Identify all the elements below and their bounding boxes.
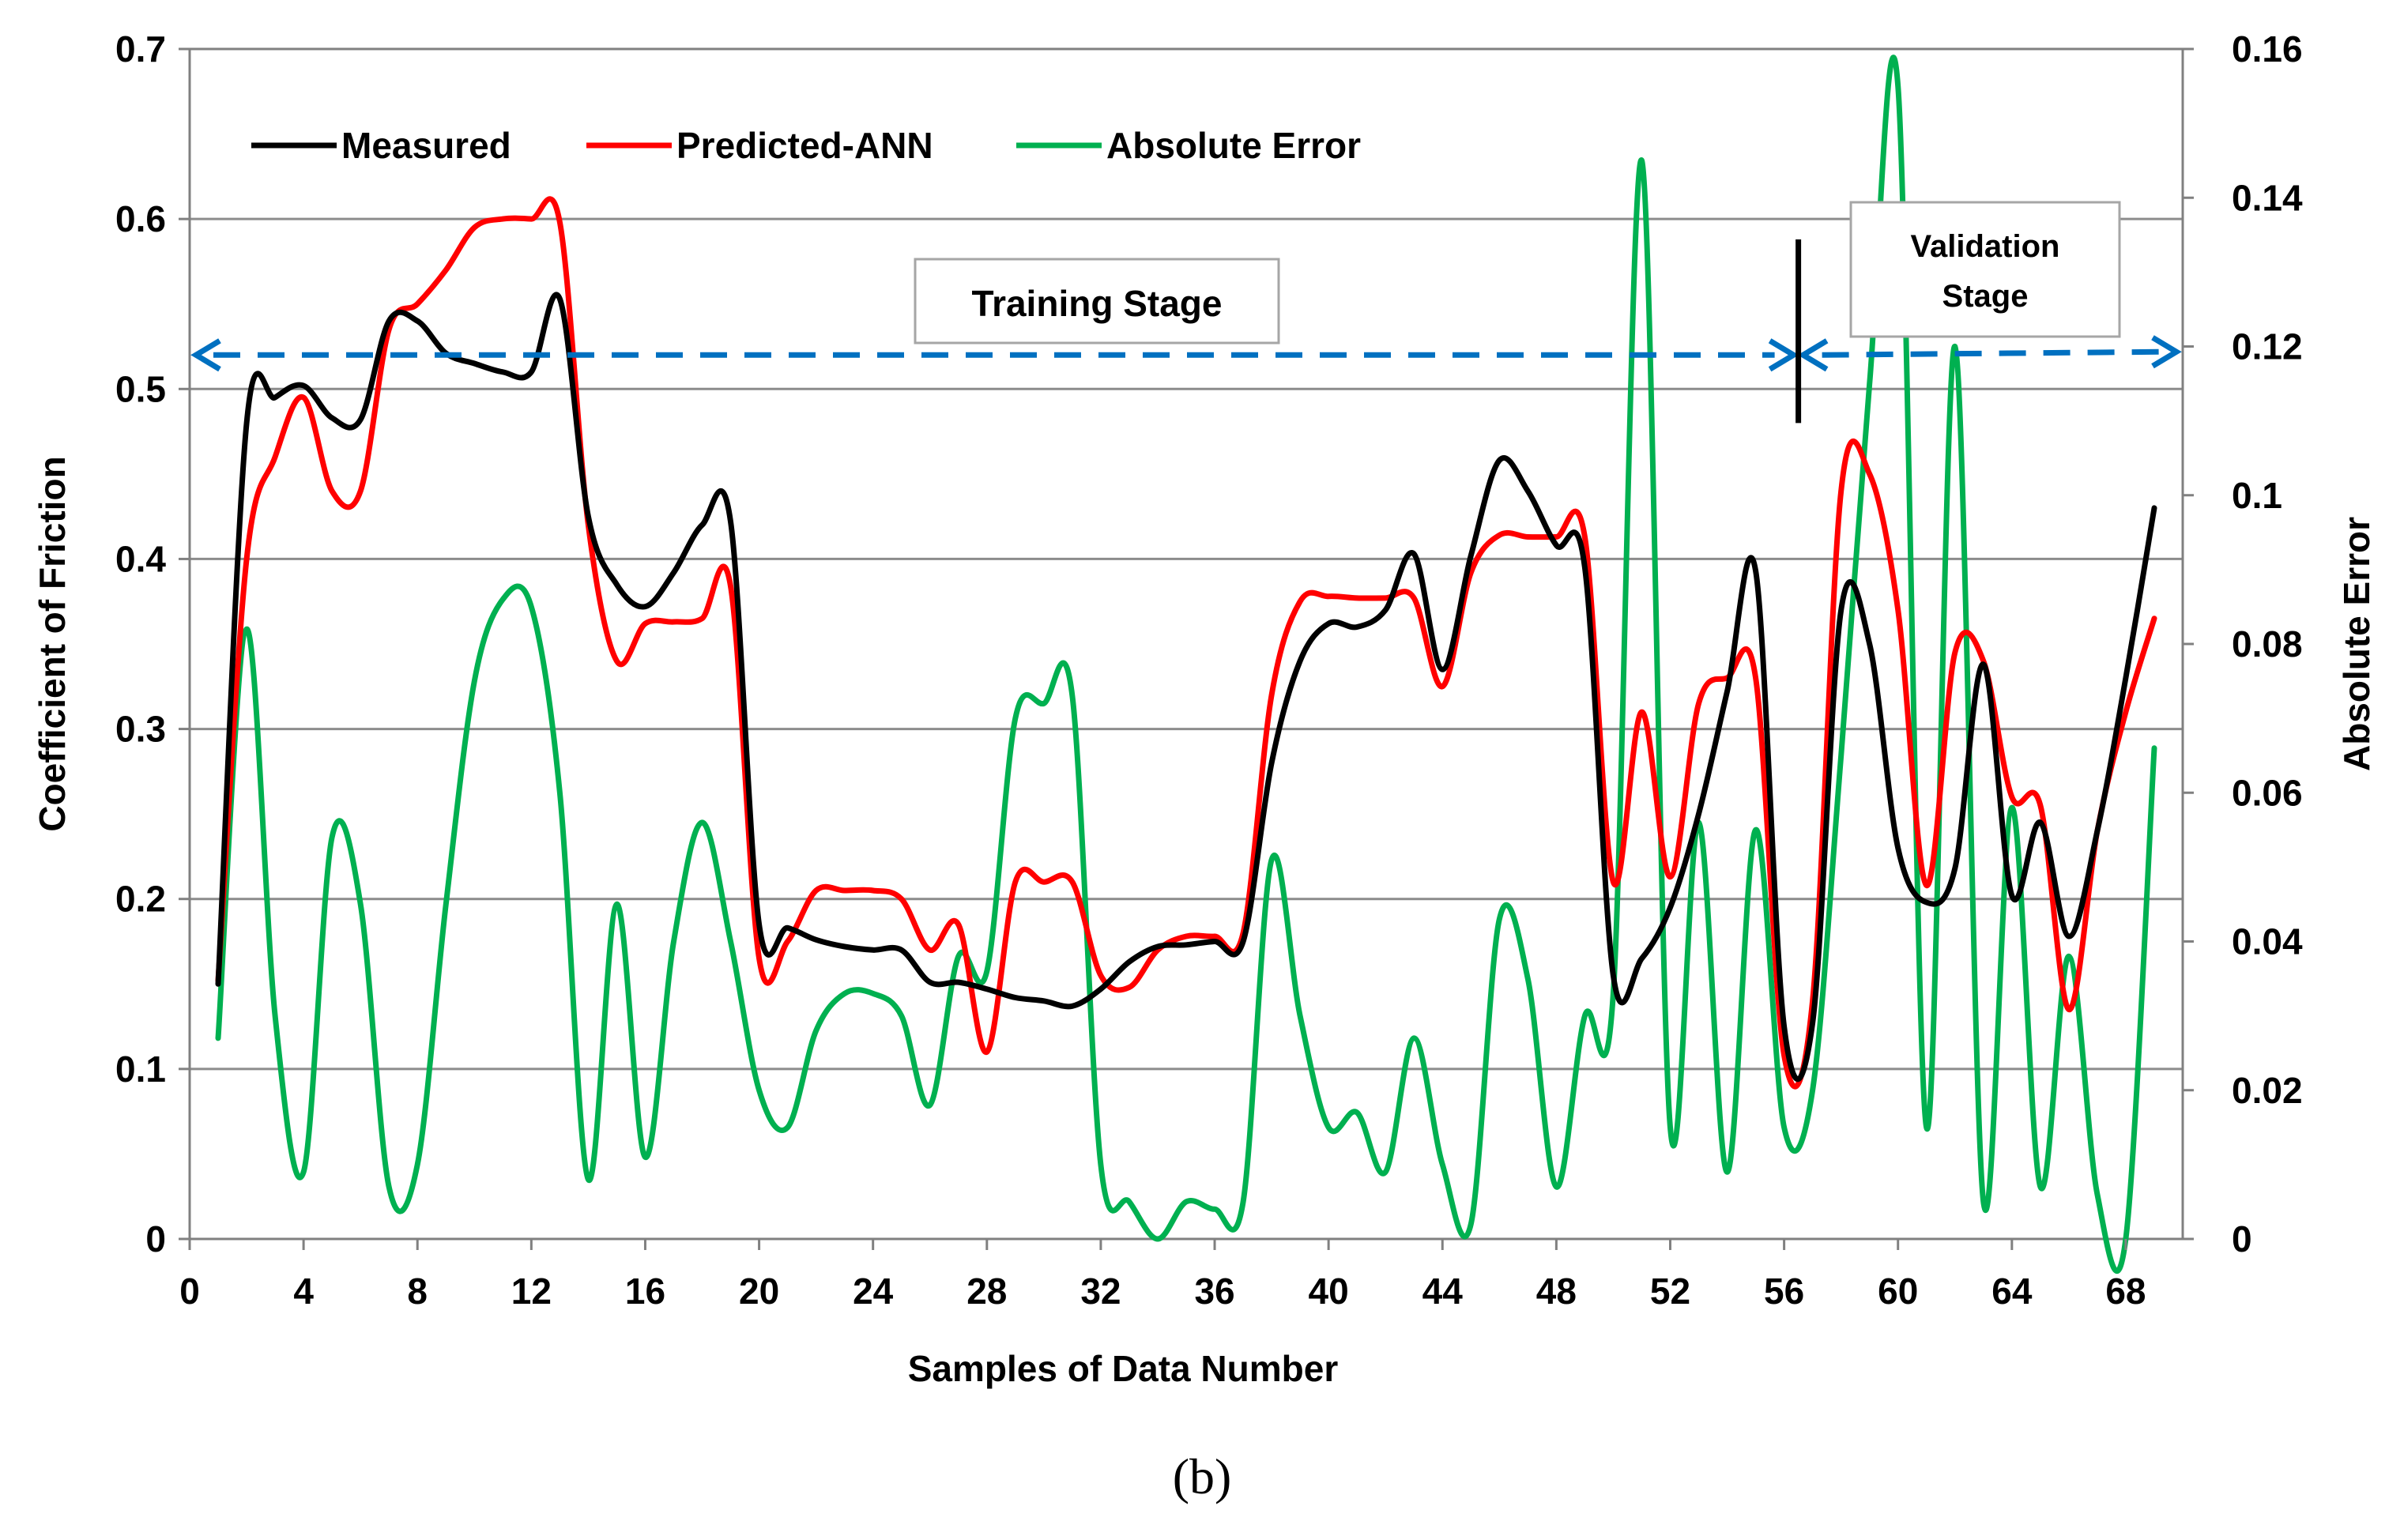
y-left-axis-label: Coefficient of Friction	[32, 456, 73, 831]
x-tick-label: 64	[1991, 1271, 2033, 1312]
figure-caption: (b)	[1172, 1448, 1232, 1504]
stage-annotations: Training Stage Validation Stage	[190, 201, 2182, 424]
arrowhead	[1768, 338, 1799, 372]
arrowhead	[2151, 335, 2182, 369]
legend: Measured Predicted-ANN Absolute Error	[251, 125, 1361, 166]
x-tick-label: 52	[1650, 1271, 1690, 1312]
y-right-axis-ticks: 0 0.02 0.04 0.06 0.08 0.1 0.12 0.14 0.16	[2183, 28, 2303, 1259]
y-right-tick-label: 0	[2232, 1218, 2252, 1259]
legend-label-predicted-ann: Predicted-ANN	[676, 125, 933, 166]
y-left-tick-label: 0.6	[115, 198, 166, 239]
y-left-axis-ticks: 0 0.1 0.2 0.3 0.4 0.5 0.6 0.7	[115, 28, 190, 1259]
y-right-tick-label: 0.06	[2232, 772, 2303, 813]
x-tick-label: 48	[1536, 1271, 1577, 1312]
x-tick-label: 24	[853, 1271, 894, 1312]
x-tick-label: 8	[407, 1271, 428, 1312]
x-tick-label: 56	[1764, 1271, 1804, 1312]
y-left-tick-label: 0.4	[115, 538, 166, 579]
stage-arrowheads	[190, 335, 2182, 372]
x-tick-label: 0	[179, 1271, 200, 1312]
legend-label-measured: Measured	[341, 125, 511, 166]
x-tick-label: 12	[511, 1271, 552, 1312]
y-right-tick-label: 0.12	[2232, 326, 2303, 367]
y-right-tick-label: 0.16	[2232, 28, 2303, 70]
y-right-tick-label: 0.14	[2232, 177, 2303, 218]
y-left-tick-label: 0	[145, 1218, 166, 1259]
legend-label-absolute-error: Absolute Error	[1106, 125, 1361, 166]
y-right-tick-label: 0.02	[2232, 1070, 2303, 1111]
training-stage-label: Training Stage	[972, 283, 1223, 324]
validation-stage-box	[1849, 201, 2121, 338]
x-tick-label: 44	[1422, 1271, 1464, 1312]
x-tick-label: 68	[2105, 1271, 2146, 1312]
x-tick-label: 16	[625, 1271, 665, 1312]
validation-stage-label-line2: Stage	[1942, 279, 2029, 314]
y-right-tick-label: 0.04	[2232, 921, 2303, 962]
x-tick-label: 4	[293, 1271, 314, 1312]
y-right-axis-label: Absolute Error	[2336, 517, 2377, 771]
y-right-tick-label: 0.08	[2232, 623, 2303, 665]
y-right-tick-label: 0.1	[2232, 475, 2282, 516]
series-line-measured	[215, 292, 2157, 1083]
validation-stage-arrow	[1822, 348, 2160, 358]
x-tick-label: 60	[1878, 1271, 1918, 1312]
series-line-predicted-ann	[215, 196, 2157, 1090]
y-left-tick-label: 0.2	[115, 879, 166, 920]
series-lines	[215, 55, 2157, 1275]
x-tick-label: 36	[1194, 1271, 1234, 1312]
y-left-tick-label: 0.7	[115, 28, 166, 70]
y-left-tick-label: 0.1	[115, 1049, 166, 1090]
y-left-tick-label: 0.5	[115, 368, 166, 409]
x-axis-ticks: 0 4 8 12 16 20 24 28 32 36 40 44 48 52 56 60 64 68	[179, 1239, 2146, 1312]
arrowhead	[190, 338, 221, 372]
x-tick-label: 28	[966, 1271, 1007, 1312]
y-left-tick-label: 0.3	[115, 709, 166, 750]
x-tick-label: 20	[739, 1271, 779, 1312]
x-tick-label: 32	[1080, 1271, 1121, 1312]
validation-stage-label-line1: Validation	[1911, 229, 2060, 264]
training-stage-box	[914, 258, 1280, 345]
arrowhead	[1797, 338, 1829, 372]
x-tick-label: 40	[1309, 1271, 1349, 1312]
x-axis-label: Samples of Data Number	[908, 1348, 1339, 1389]
series-line-absolute-error	[215, 55, 2157, 1275]
